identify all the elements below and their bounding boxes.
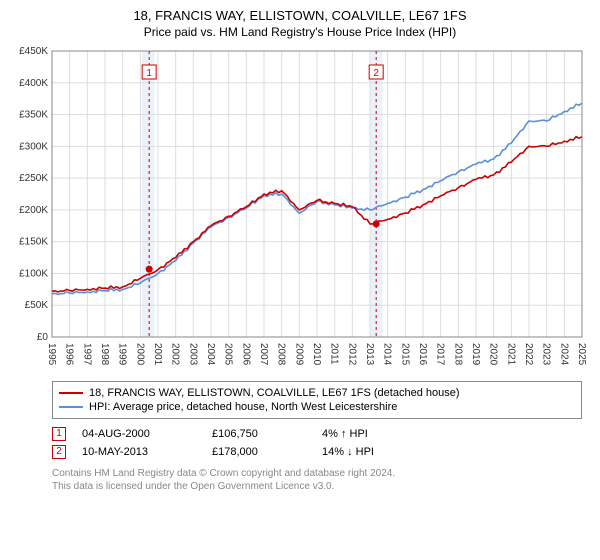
svg-text:2017: 2017 <box>435 343 446 366</box>
footer-line: Contains HM Land Registry data © Crown c… <box>52 467 582 480</box>
svg-text:£450K: £450K <box>19 46 48 57</box>
tx-delta: 14% ↓ HPI <box>322 446 442 458</box>
title-sub: Price paid vs. HM Land Registry's House … <box>8 25 592 39</box>
transaction-row: 1 04-AUG-2000 £106,750 4% ↑ HPI <box>52 425 582 443</box>
svg-text:2011: 2011 <box>329 343 340 365</box>
svg-text:1997: 1997 <box>81 343 92 366</box>
svg-text:£400K: £400K <box>19 78 48 89</box>
svg-text:£200K: £200K <box>19 205 48 216</box>
svg-text:2009: 2009 <box>293 343 304 366</box>
svg-text:2020: 2020 <box>488 343 499 366</box>
legend-item: HPI: Average price, detached house, Nort… <box>59 400 575 414</box>
svg-text:2023: 2023 <box>541 343 552 366</box>
svg-text:£300K: £300K <box>19 141 48 152</box>
legend-item: 18, FRANCIS WAY, ELLISTOWN, COALVILLE, L… <box>59 386 575 400</box>
chart-svg: £0 £50K £100K £150K £200K £250K £300K £350K £400… <box>8 45 592 375</box>
svg-text:1996: 1996 <box>64 343 75 366</box>
legend-swatch <box>59 406 83 408</box>
svg-text:£50K: £50K <box>25 300 49 311</box>
svg-text:2021: 2021 <box>505 343 516 366</box>
svg-text:£0: £0 <box>37 332 49 343</box>
svg-text:2008: 2008 <box>276 343 287 366</box>
svg-text:£150K: £150K <box>19 237 48 248</box>
svg-text:2013: 2013 <box>364 343 375 366</box>
tx-delta: 4% ↑ HPI <box>322 428 442 440</box>
title-main: 18, FRANCIS WAY, ELLISTOWN, COALVILLE, L… <box>8 8 592 23</box>
svg-text:£250K: £250K <box>19 173 48 184</box>
svg-text:2004: 2004 <box>205 343 216 366</box>
svg-text:1995: 1995 <box>46 343 57 366</box>
legend: 18, FRANCIS WAY, ELLISTOWN, COALVILLE, L… <box>52 381 582 419</box>
svg-text:1999: 1999 <box>117 343 128 366</box>
legend-label: HPI: Average price, detached house, Nort… <box>89 401 397 413</box>
tx-date: 04-AUG-2000 <box>82 428 212 440</box>
svg-text:2018: 2018 <box>452 343 463 366</box>
svg-text:2010: 2010 <box>311 343 322 366</box>
tx-price: £106,750 <box>212 428 322 440</box>
transactions-table: 1 04-AUG-2000 £106,750 4% ↑ HPI 2 10-MAY… <box>52 425 582 461</box>
svg-text:2016: 2016 <box>417 343 428 366</box>
svg-text:£350K: £350K <box>19 110 48 121</box>
svg-text:2015: 2015 <box>399 343 410 366</box>
svg-text:2: 2 <box>373 68 379 79</box>
svg-text:1: 1 <box>146 68 152 79</box>
price-chart: £0 £50K £100K £150K £200K £250K £300K £350K £400… <box>8 45 592 375</box>
tx-price: £178,000 <box>212 446 322 458</box>
svg-text:2025: 2025 <box>576 343 587 366</box>
svg-text:1998: 1998 <box>99 343 110 366</box>
svg-text:2024: 2024 <box>558 343 569 366</box>
tx-marker: 1 <box>52 427 66 441</box>
svg-text:2006: 2006 <box>240 343 251 366</box>
svg-text:2019: 2019 <box>470 343 481 366</box>
transaction-row: 2 10-MAY-2013 £178,000 14% ↓ HPI <box>52 443 582 461</box>
tx-marker: 2 <box>52 445 66 459</box>
svg-text:2005: 2005 <box>223 343 234 366</box>
svg-text:2012: 2012 <box>346 343 357 366</box>
tx-date: 10-MAY-2013 <box>82 446 212 458</box>
svg-text:£100K: £100K <box>19 268 48 279</box>
legend-label: 18, FRANCIS WAY, ELLISTOWN, COALVILLE, L… <box>89 387 460 399</box>
svg-text:2014: 2014 <box>382 343 393 366</box>
svg-text:2003: 2003 <box>187 343 198 366</box>
legend-swatch <box>59 392 83 394</box>
svg-text:2022: 2022 <box>523 343 534 366</box>
svg-text:2000: 2000 <box>134 343 145 366</box>
svg-text:2001: 2001 <box>152 343 163 366</box>
svg-text:2007: 2007 <box>258 343 269 366</box>
footer-attribution: Contains HM Land Registry data © Crown c… <box>52 467 582 493</box>
svg-text:2002: 2002 <box>170 343 181 366</box>
footer-line: This data is licensed under the Open Gov… <box>52 480 582 493</box>
